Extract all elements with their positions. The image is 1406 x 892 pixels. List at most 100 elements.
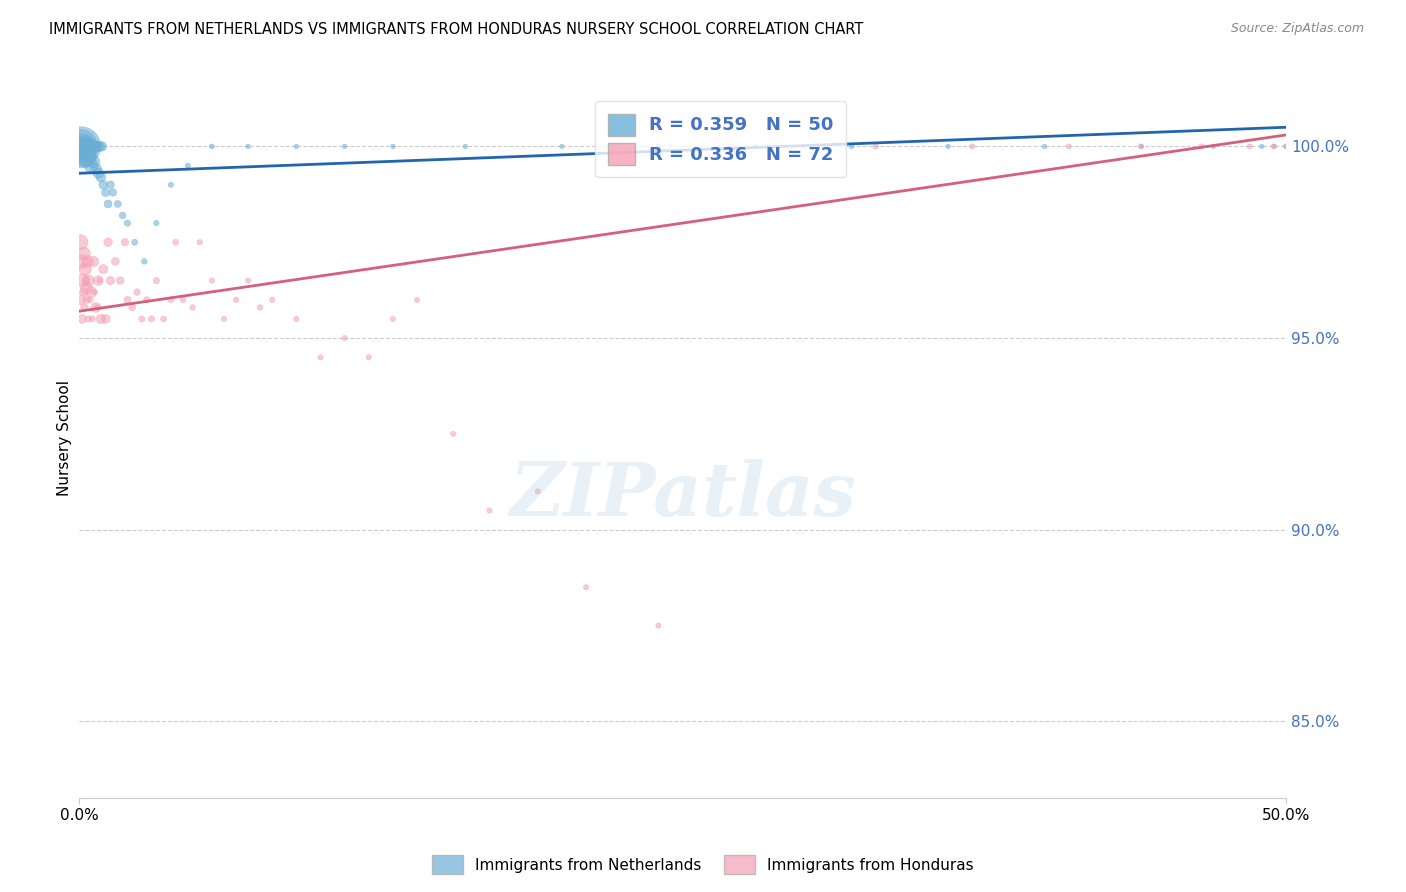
Point — [936, 139, 959, 153]
Point — [865, 139, 887, 153]
Point — [100, 178, 122, 192]
Point — [1275, 139, 1298, 153]
Point — [134, 254, 156, 268]
Point — [1275, 139, 1298, 153]
Point — [125, 285, 148, 299]
Point — [82, 139, 104, 153]
Point — [117, 216, 139, 230]
Point — [262, 293, 284, 307]
Point — [83, 285, 105, 299]
Point — [1263, 139, 1285, 153]
Point — [70, 312, 93, 326]
Point — [107, 197, 129, 211]
Point — [72, 285, 94, 299]
Point — [165, 235, 187, 250]
Point — [80, 285, 103, 299]
Point — [76, 293, 98, 307]
Point — [73, 246, 96, 260]
Point — [357, 351, 380, 365]
Point — [406, 293, 429, 307]
Point — [1130, 139, 1153, 153]
Point — [86, 301, 108, 315]
Point — [441, 426, 464, 441]
Point — [212, 312, 235, 326]
Point — [1239, 139, 1261, 153]
Text: Source: ZipAtlas.com: Source: ZipAtlas.com — [1230, 22, 1364, 36]
Point — [236, 139, 259, 153]
Point — [172, 293, 194, 307]
Point — [1033, 139, 1056, 153]
Point — [114, 235, 136, 250]
Point — [84, 301, 107, 315]
Point — [82, 312, 104, 326]
Point — [792, 139, 814, 153]
Point — [70, 293, 93, 307]
Point — [91, 262, 114, 277]
Point — [117, 293, 139, 307]
Point — [720, 139, 742, 153]
Point — [75, 151, 97, 165]
Point — [70, 254, 93, 268]
Point — [285, 139, 308, 153]
Point — [70, 147, 93, 161]
Point — [79, 139, 101, 153]
Point — [333, 139, 356, 153]
Point — [111, 209, 134, 223]
Point — [108, 274, 131, 288]
Point — [77, 147, 100, 161]
Point — [1202, 139, 1225, 153]
Point — [309, 351, 332, 365]
Point — [333, 331, 356, 345]
Point — [87, 166, 110, 180]
Point — [121, 301, 143, 315]
Point — [94, 312, 117, 326]
Point — [160, 293, 183, 307]
Point — [236, 274, 259, 288]
Point — [145, 274, 167, 288]
Point — [478, 503, 501, 517]
Point — [75, 281, 97, 295]
Legend: R = 0.359   N = 50, R = 0.336   N = 72: R = 0.359 N = 50, R = 0.336 N = 72 — [595, 101, 846, 178]
Point — [72, 274, 94, 288]
Point — [181, 301, 204, 315]
Point — [94, 186, 117, 200]
Point — [960, 139, 983, 153]
Point — [79, 293, 101, 307]
Point — [285, 312, 308, 326]
Point — [91, 139, 114, 153]
Point — [526, 484, 548, 499]
Point — [575, 580, 598, 594]
Point — [69, 235, 91, 250]
Point — [381, 312, 404, 326]
Point — [177, 159, 200, 173]
Point — [83, 254, 105, 268]
Point — [89, 274, 111, 288]
Point — [141, 312, 163, 326]
Point — [90, 312, 112, 326]
Point — [101, 186, 124, 200]
Point — [131, 312, 153, 326]
Text: IMMIGRANTS FROM NETHERLANDS VS IMMIGRANTS FROM HONDURAS NURSERY SCHOOL CORRELATI: IMMIGRANTS FROM NETHERLANDS VS IMMIGRANT… — [49, 22, 863, 37]
Point — [76, 139, 98, 153]
Point — [381, 139, 404, 153]
Point — [225, 293, 247, 307]
Point — [91, 178, 114, 192]
Point — [647, 139, 669, 153]
Point — [72, 139, 94, 153]
Point — [87, 274, 110, 288]
Point — [1263, 139, 1285, 153]
Point — [160, 178, 183, 192]
Point — [841, 139, 863, 153]
Point — [249, 301, 271, 315]
Point — [75, 262, 97, 277]
Point — [83, 139, 105, 153]
Point — [77, 274, 100, 288]
Point — [86, 139, 108, 153]
Y-axis label: Nursery School: Nursery School — [58, 380, 72, 496]
Point — [744, 139, 766, 153]
Point — [145, 216, 167, 230]
Point — [104, 254, 127, 268]
Legend: Immigrants from Netherlands, Immigrants from Honduras: Immigrants from Netherlands, Immigrants … — [426, 849, 980, 880]
Point — [100, 274, 122, 288]
Text: ZIPatlas: ZIPatlas — [509, 459, 856, 532]
